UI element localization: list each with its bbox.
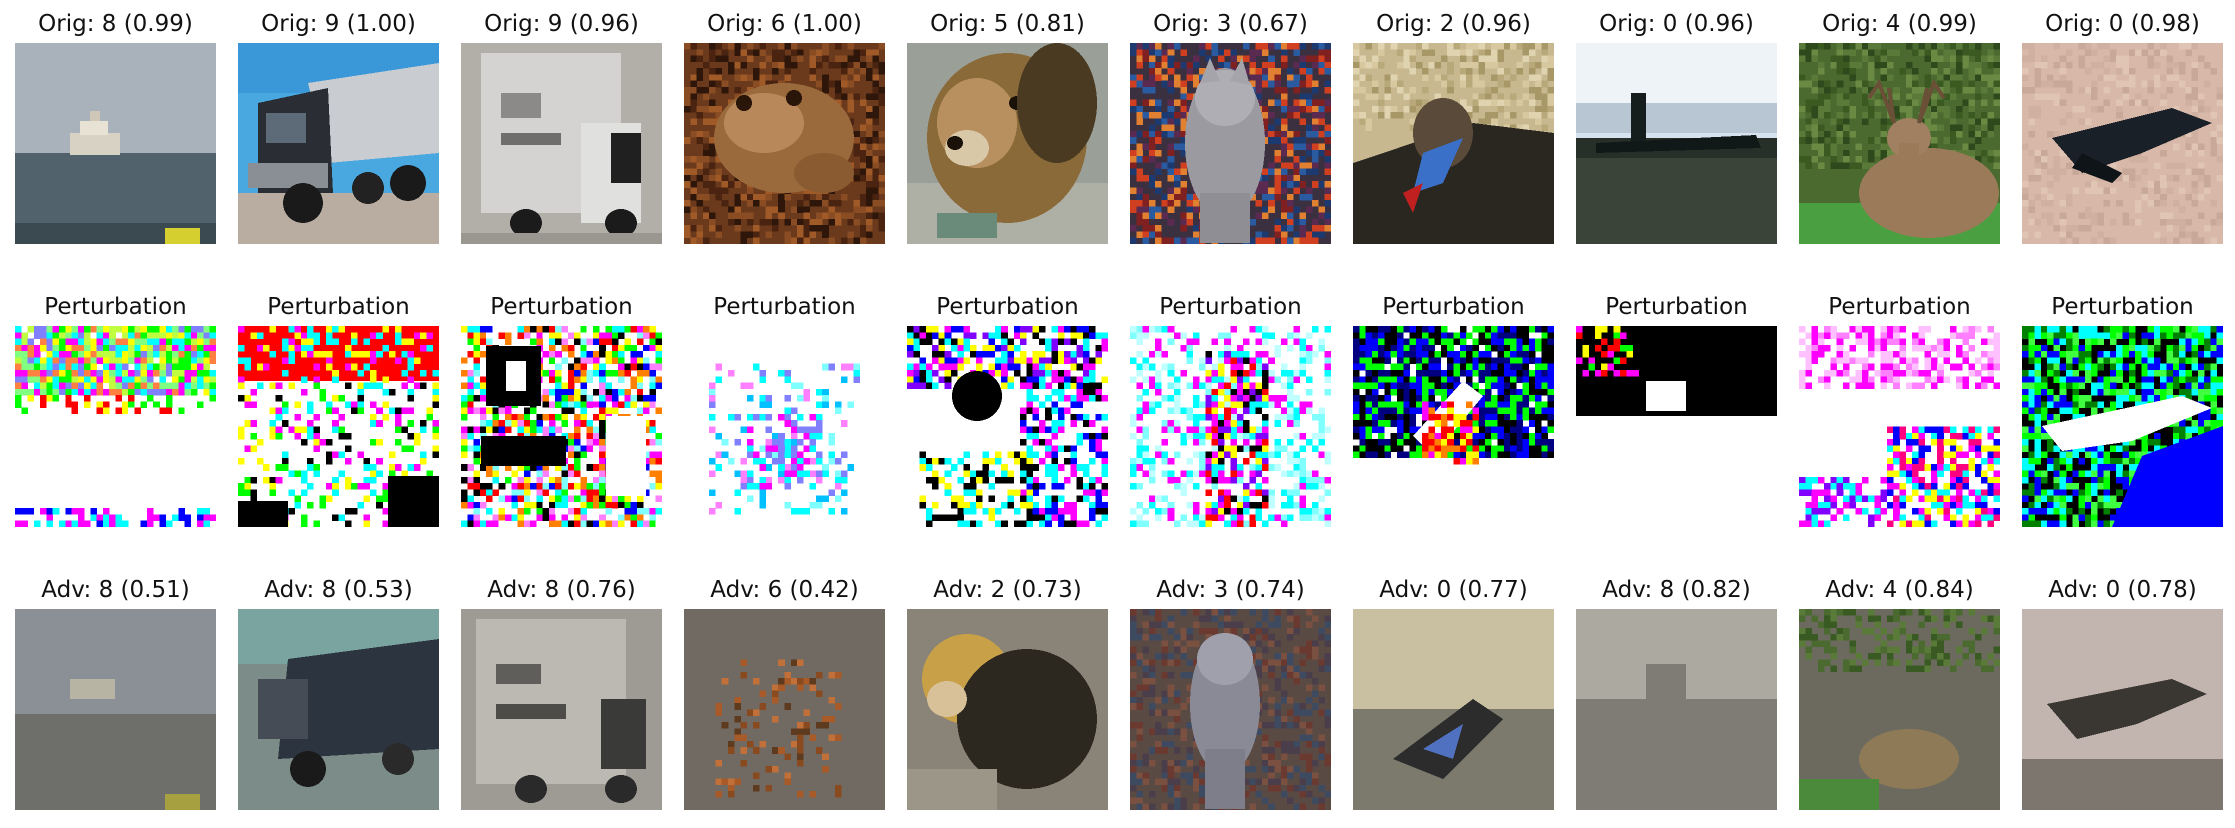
pert-frog-picture [684, 326, 885, 527]
adversarial-image [1353, 609, 1554, 810]
pert-truck-blue-picture [238, 326, 439, 527]
adversarial-image [2022, 609, 2223, 810]
dog-picture [907, 43, 1108, 244]
truck-white-picture [461, 43, 662, 244]
perturbation-image [15, 326, 216, 527]
original-image [2022, 43, 2223, 244]
adv-deer-picture [1799, 609, 2000, 810]
perturbation-title: Perturbation [1382, 294, 1525, 320]
pert-truck-white-picture [461, 326, 662, 527]
perturbation-title: Perturbation [1605, 294, 1748, 320]
adversarial-image [1799, 609, 2000, 810]
pert-airplane-picture [1576, 326, 1777, 527]
adv-frog-picture [684, 609, 885, 810]
adv-bird-picture [1353, 609, 1554, 810]
adv-cat-picture [1130, 609, 1331, 810]
perturbation-image [461, 326, 662, 527]
pert-airplane-sand-picture [2022, 326, 2223, 527]
perturbation-title: Perturbation [936, 294, 1079, 320]
adv-ship-picture [15, 609, 216, 810]
airplane-picture [1576, 43, 1777, 244]
original-title: Orig: 4 (0.99) [1822, 11, 1977, 37]
original-image [684, 43, 885, 244]
adversarial-image [15, 609, 216, 810]
perturbation-image [1799, 326, 2000, 527]
adv-airplane-sand-picture [2022, 609, 2223, 810]
original-image [15, 43, 216, 244]
perturbation-title: Perturbation [1828, 294, 1971, 320]
original-title: Orig: 3 (0.67) [1153, 11, 1308, 37]
original-title: Orig: 8 (0.99) [38, 11, 193, 37]
perturbation-image [1576, 326, 1777, 527]
original-title: Orig: 0 (0.98) [2045, 11, 2200, 37]
adversarial-title: Adv: 4 (0.84) [1825, 577, 1974, 603]
adv-airplane-picture [1576, 609, 1777, 810]
original-image [1130, 43, 1331, 244]
pert-bird-picture [1353, 326, 1554, 527]
original-title: Orig: 9 (0.96) [484, 11, 639, 37]
adversarial-title: Adv: 8 (0.76) [487, 577, 636, 603]
original-image [1353, 43, 1554, 244]
perturbation-image [907, 326, 1108, 527]
original-image [461, 43, 662, 244]
perturbation-image [684, 326, 885, 527]
original-image [1799, 43, 2000, 244]
adv-truck-white-picture [461, 609, 662, 810]
perturbation-title: Perturbation [44, 294, 187, 320]
adv-dog-picture [907, 609, 1108, 810]
adversarial-image [461, 609, 662, 810]
original-title: Orig: 6 (1.00) [707, 11, 862, 37]
perturbation-title: Perturbation [490, 294, 633, 320]
adversarial-title: Adv: 8 (0.82) [1602, 577, 1751, 603]
adversarial-title: Adv: 8 (0.51) [41, 577, 190, 603]
original-title: Orig: 0 (0.96) [1599, 11, 1754, 37]
cat-picture [1130, 43, 1331, 244]
adv-truck-blue-picture [238, 609, 439, 810]
perturbation-title: Perturbation [267, 294, 410, 320]
adversarial-image [684, 609, 885, 810]
pert-dog-picture [907, 326, 1108, 527]
adversarial-title: Adv: 0 (0.78) [2048, 577, 2197, 603]
adversarial-image [1576, 609, 1777, 810]
pert-ship-picture [15, 326, 216, 527]
perturbation-title: Perturbation [1159, 294, 1302, 320]
deer-picture [1799, 43, 2000, 244]
perturbation-image [2022, 326, 2223, 527]
perturbation-image [1353, 326, 1554, 527]
adversarial-title: Adv: 0 (0.77) [1379, 577, 1528, 603]
original-title: Orig: 5 (0.81) [930, 11, 1085, 37]
airplane-sand-picture [2022, 43, 2223, 244]
truck-blue-picture [238, 43, 439, 244]
adversarial-image [907, 609, 1108, 810]
perturbation-title: Perturbation [2051, 294, 2194, 320]
original-title: Orig: 2 (0.96) [1376, 11, 1531, 37]
pert-deer-picture [1799, 326, 2000, 527]
adversarial-title: Adv: 8 (0.53) [264, 577, 413, 603]
ship-picture [15, 43, 216, 244]
frog-picture [684, 43, 885, 244]
original-image [907, 43, 1108, 244]
original-image [238, 43, 439, 244]
bird-picture [1353, 43, 1554, 244]
perturbation-title: Perturbation [713, 294, 856, 320]
adversarial-image [1130, 609, 1331, 810]
original-image [1576, 43, 1777, 244]
pert-cat-picture [1130, 326, 1331, 527]
perturbation-image [1130, 326, 1331, 527]
original-title: Orig: 9 (1.00) [261, 11, 416, 37]
perturbation-image [238, 326, 439, 527]
adversarial-title: Adv: 3 (0.74) [1156, 577, 1305, 603]
adversarial-image [238, 609, 439, 810]
adversarial-title: Adv: 2 (0.73) [933, 577, 1082, 603]
adversarial-title: Adv: 6 (0.42) [710, 577, 859, 603]
